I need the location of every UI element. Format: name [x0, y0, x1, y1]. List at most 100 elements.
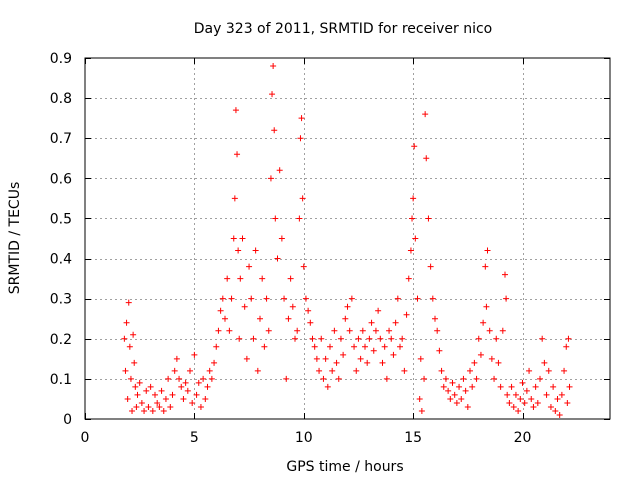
- data-point: [226, 327, 233, 334]
- data-point: [234, 151, 241, 158]
- data-point: [565, 335, 572, 342]
- data-point: [125, 299, 132, 306]
- data-point: [237, 275, 244, 282]
- data-point: [176, 375, 183, 382]
- data-point: [372, 327, 379, 334]
- data-point: [294, 327, 301, 334]
- data-point: [403, 311, 410, 318]
- data-point: [523, 387, 530, 394]
- data-point: [504, 391, 511, 398]
- data-point: [299, 195, 306, 202]
- data-point: [451, 391, 458, 398]
- y-axis-label: SRMTID / TECUs: [7, 182, 23, 295]
- data-point: [180, 395, 187, 402]
- data-point: [130, 331, 137, 338]
- data-point: [394, 295, 401, 302]
- data-point: [162, 395, 169, 402]
- data-point: [167, 403, 174, 410]
- data-point: [276, 167, 283, 174]
- data-point: [411, 143, 418, 150]
- data-point: [390, 351, 397, 358]
- data-point: [526, 367, 533, 374]
- data-point: [285, 315, 292, 322]
- data-point: [447, 395, 454, 402]
- data-point: [564, 399, 571, 406]
- data-point: [222, 315, 228, 322]
- data-point: [486, 327, 493, 334]
- data-point: [425, 215, 432, 222]
- data-point: [510, 403, 517, 410]
- data-point: [515, 407, 522, 414]
- plot-frame: [84, 57, 611, 420]
- data-point: [248, 295, 255, 302]
- data-point: [297, 135, 304, 142]
- x-tick-label: 15: [404, 430, 422, 446]
- data-point: [331, 327, 338, 334]
- y-tick-label: 0.9: [50, 51, 72, 67]
- data-point: [545, 367, 552, 374]
- data-point: [488, 355, 495, 362]
- data-point: [156, 403, 163, 410]
- data-point: [243, 355, 250, 362]
- data-point: [178, 383, 185, 390]
- data-point: [556, 411, 563, 418]
- data-point: [421, 375, 428, 382]
- data-point: [213, 343, 220, 350]
- data-point: [124, 395, 131, 402]
- data-point: [147, 383, 154, 390]
- data-point: [123, 319, 130, 326]
- data-point: [152, 391, 158, 398]
- data-point: [547, 403, 554, 410]
- data-point: [187, 367, 193, 374]
- data-point: [539, 335, 546, 342]
- data-point: [296, 215, 303, 222]
- data-point: [436, 347, 443, 354]
- data-point: [265, 327, 272, 334]
- data-point: [366, 335, 373, 342]
- data-point: [407, 247, 414, 254]
- data-point: [462, 387, 469, 394]
- data-point: [475, 335, 482, 342]
- y-tick-label: 0.2: [50, 332, 72, 348]
- data-point: [434, 327, 441, 334]
- data-point: [324, 383, 331, 390]
- data-point: [129, 407, 136, 414]
- data-point: [368, 319, 375, 326]
- data-point: [561, 367, 568, 374]
- data-point: [342, 315, 349, 322]
- data-point: [467, 367, 473, 374]
- data-point: [191, 351, 198, 358]
- data-point: [453, 399, 460, 406]
- data-point: [392, 319, 399, 326]
- data-point: [154, 399, 161, 406]
- data-point: [134, 391, 141, 398]
- data-point: [383, 375, 390, 382]
- data-point: [250, 335, 257, 342]
- data-point: [405, 275, 412, 282]
- data-point: [160, 407, 167, 414]
- data-point: [300, 263, 307, 270]
- data-point: [126, 343, 133, 350]
- data-point: [182, 379, 189, 386]
- data-point: [432, 315, 438, 322]
- data-point: [449, 379, 456, 386]
- data-point: [429, 295, 436, 302]
- data-point: [235, 247, 242, 254]
- data-point: [506, 399, 513, 406]
- data-point: [499, 327, 506, 334]
- data-point: [211, 359, 218, 366]
- data-points: [121, 63, 573, 418]
- data-point: [136, 379, 143, 386]
- data-point: [409, 215, 416, 222]
- x-axis-label: GPS time / hours: [286, 459, 403, 475]
- data-point: [298, 115, 305, 122]
- data-point: [458, 395, 465, 402]
- data-point: [480, 319, 487, 326]
- data-point: [165, 375, 172, 382]
- data-point: [271, 127, 278, 134]
- data-point: [145, 403, 152, 410]
- data-point: [184, 387, 191, 394]
- data-point: [311, 343, 318, 350]
- data-point: [517, 395, 524, 402]
